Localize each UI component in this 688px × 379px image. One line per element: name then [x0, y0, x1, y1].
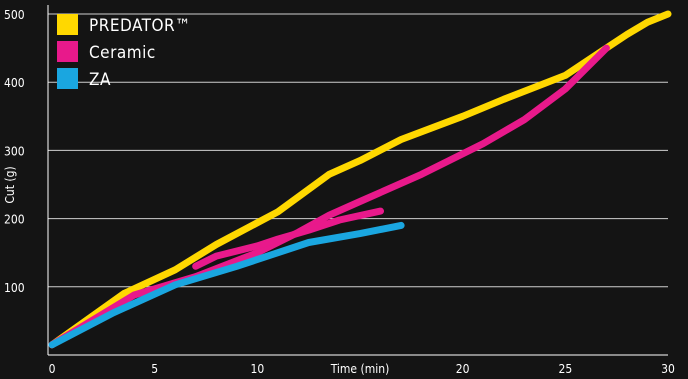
legend-label: PREDATOR™	[89, 16, 191, 36]
x-tick-label: 25	[558, 362, 572, 376]
x-axis-label: Time (min)	[330, 362, 390, 376]
y-tick-label: 400	[4, 76, 25, 90]
x-tick-labels: 0 5 10 20 25 30	[49, 362, 675, 376]
y-tick-label: 500	[4, 8, 25, 22]
y-tick-label: 100	[4, 281, 25, 295]
y-tick-label: 300	[4, 144, 25, 158]
legend-label: Ceramic	[89, 43, 156, 63]
x-tick-label: 5	[151, 362, 158, 376]
x-tick-label: 0	[49, 362, 56, 376]
y-tick-label: 200	[4, 213, 25, 227]
legend-label: ZA	[89, 70, 111, 90]
legend-swatch	[57, 41, 78, 62]
x-tick-label: 30	[661, 362, 675, 376]
series-line-0	[48, 10, 672, 349]
legend-swatch	[57, 68, 78, 89]
legend-swatch	[57, 14, 78, 35]
y-tick-labels: 100 200 300 400 500	[4, 8, 25, 295]
series-lines	[48, 10, 672, 349]
x-tick-label: 20	[456, 362, 470, 376]
series-line-3	[48, 221, 405, 349]
legend: PREDATOR™ Ceramic ZA	[57, 14, 191, 90]
axes	[47, 5, 668, 356]
y-axis-label: Cut (g)	[3, 166, 17, 203]
x-tick-label: 10	[250, 362, 264, 376]
series-line-2	[192, 207, 384, 270]
